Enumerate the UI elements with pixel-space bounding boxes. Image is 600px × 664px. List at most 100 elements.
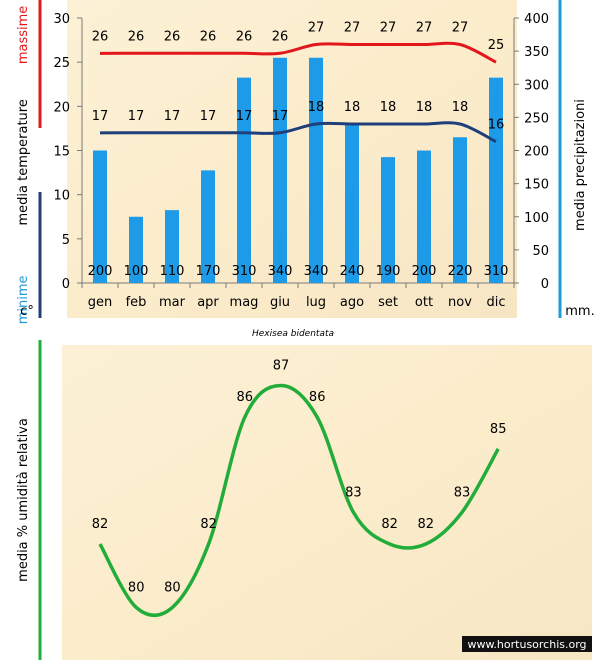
left-tick-label: 30 [53,12,70,27]
precip-bar [201,170,215,283]
left-tick-label: 5 [62,233,70,248]
humidity-line [98,383,500,618]
precip-bar-label: 220 [448,264,473,279]
precip-bar-label: 340 [304,264,329,279]
right-tick-label: 150 [524,178,549,193]
min-temp-label: 17 [164,109,181,124]
humidity-label: 86 [237,390,254,405]
max-temp-label: 26 [200,29,217,44]
credit-background [462,636,592,652]
humidity-label: 80 [128,580,145,595]
min-temp-label: 17 [128,109,145,124]
max-temp-label: 27 [416,21,433,36]
month-label: lug [306,295,326,310]
precip-bar [93,150,107,283]
humidity-label: 83 [454,485,471,500]
precip-bar-label: 200 [412,264,437,279]
right-tick-label: 0 [541,277,549,292]
min-temp-label: 18 [452,100,469,115]
max-temp-label: 26 [272,29,289,44]
right-axis-unit: mm. [565,304,594,319]
min-temp-line [99,121,497,144]
min-temp-label: 16 [488,118,505,133]
humidity-axis-label: media % umidità relativa [16,418,31,582]
max-temp-label: 26 [128,29,145,44]
humidity-label: 85 [490,422,507,437]
month-label: dic [486,295,505,310]
precip-bar [489,77,503,283]
month-labels: gen feb mar apr mag giu lug ago set ott nov dic [88,295,506,310]
precip-bar-label: 100 [124,264,149,279]
precip-bar-label: 310 [484,264,509,279]
precip-bar [381,157,395,283]
precip-bar-label: 240 [340,264,365,279]
right-tick-label: 100 [524,211,549,226]
min-temp-label: 17 [236,109,253,124]
left-tick-label: 25 [53,56,70,71]
humidity-plot: 82 80 80 82 86 87 86 83 82 82 83 85 [92,359,507,618]
month-label: set [378,295,398,310]
right-tick-label: 200 [524,145,549,160]
month-label: apr [197,295,219,310]
left-axis-label: minime media temperature massime [16,6,31,325]
month-label: ago [340,295,364,310]
min-temp-label: 17 [200,109,217,124]
precip-bar-label: 190 [376,264,401,279]
humidity-label: 82 [418,517,435,532]
humidity-label: 82 [200,517,217,532]
max-temp-label: 27 [452,21,469,36]
temp-labels: 26 26 26 26 26 26 27 27 27 27 27 25 17 17 17 17 17 17 18 18… [92,21,505,133]
precip-bar [417,150,431,283]
precip-bar [273,57,287,283]
min-temp-label: 18 [416,100,433,115]
humidity-label: 82 [381,517,398,532]
precip-bar [237,77,251,283]
min-temp-label: 18 [308,100,325,115]
max-temp-label: 26 [92,29,109,44]
max-temp-label: 27 [308,21,325,36]
right-tick-label: 350 [524,45,549,60]
max-temp-label: 26 [236,29,253,44]
precip-bar [309,57,323,283]
chart-title: Hexisea bidentata [252,329,334,339]
max-temp-line [99,41,497,64]
humidity-label: 80 [164,580,181,595]
min-temp-label: 18 [380,100,397,115]
left-axis-label-max: massime [16,6,31,64]
left-tick-label: 15 [53,145,70,160]
month-label: ott [415,295,433,310]
month-label: gen [88,295,113,310]
humidity-label: 83 [345,485,362,500]
max-temp-label: 27 [344,21,361,36]
left-tick-label: 0 [62,277,70,292]
min-temp-label: 18 [344,100,361,115]
right-tick-label: 50 [532,244,549,259]
max-temp-label: 26 [164,29,181,44]
humidity-label: 82 [92,517,109,532]
right-tick-label: 250 [524,111,549,126]
humidity-label: 86 [309,390,326,405]
left-tick-label: 10 [53,189,70,204]
right-tick-label: 300 [524,78,549,93]
month-label: feb [126,295,147,310]
precip-bar-label: 310 [232,264,257,279]
month-label: mag [230,295,259,310]
credit-text: www.hortusorchis.org [467,638,586,651]
precip-bar [453,137,467,283]
bottom-plot-background [62,345,592,660]
max-temp-label: 27 [380,21,397,36]
month-label: nov [448,295,472,310]
right-tick-label: 400 [524,12,549,27]
left-tick-label: 20 [53,100,70,115]
temp-lines [99,41,497,144]
precip-bar [129,216,143,283]
left-axis-unit: c° [20,304,34,319]
left-axis-label-min: minime [16,276,31,325]
max-temp-label: 25 [488,38,505,53]
month-label: giu [270,295,290,310]
humidity-label: 87 [273,359,290,374]
min-temp-label: 17 [272,109,289,124]
precip-bar-labels: 200 100 110 170 310 340 340 240 190 200 220 310 [88,264,509,279]
